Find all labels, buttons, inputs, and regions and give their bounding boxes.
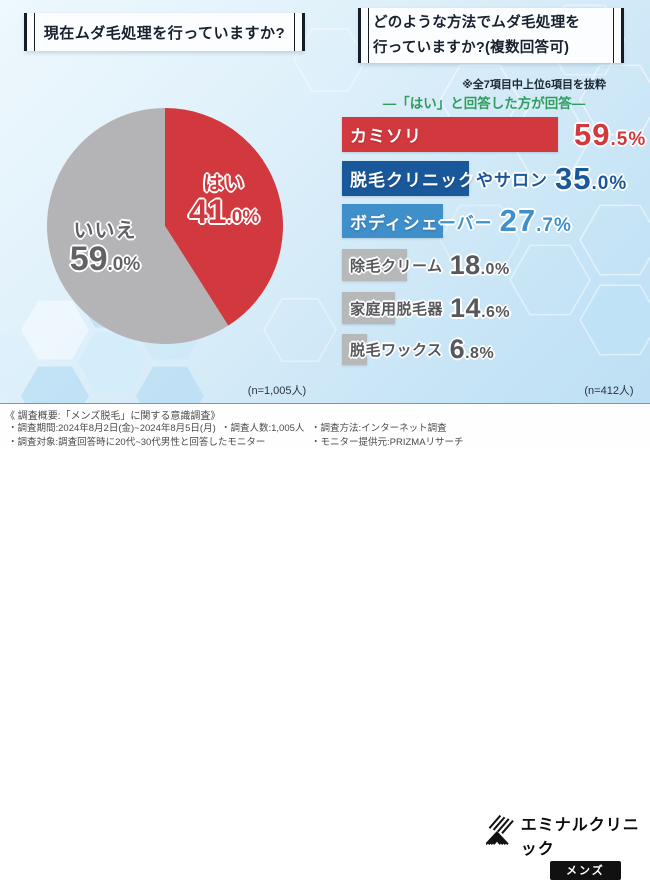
bar-fill [342,204,443,238]
bar-label-on: 脱毛クリニック [350,171,476,190]
pie-chart [46,108,283,344]
footer-monitor-provider: ・モニター提供元:PRIZMAリサーチ [311,437,464,448]
footer-heading: 《 調査概要:「メンズ脱毛」に関する意識調査》 [5,411,221,422]
bar-fill [342,117,558,152]
footer-survey-period: ・調査期間:2024年8月2日(金)~2024年8月5日(月) [8,423,216,434]
bar-label-off: 家庭用脱毛器 [350,300,444,318]
brand-logo: エミナルクリニック メンズ [486,811,650,880]
bar-row-home-device: 家庭用脱毛器 14.6% [342,292,642,324]
pie-label-yes: はい 41.0% [168,174,280,231]
bar-fill [342,334,367,365]
pie-value-yes-big: 41 [188,193,227,231]
bar-row-kamisori: カミソリ 59.5% [342,117,645,152]
bar-value: 59.5% [574,116,647,152]
question-box-right: どのような方法でムダ毛処理を 行っていますか?(複数回答可) [358,8,624,63]
bar-fill [342,292,395,324]
eminal-logo-icon [486,814,514,845]
bar-row-removal-cream: 除毛クリーム 18.0% [342,249,642,281]
bar-fill [342,161,469,196]
bar-label-off: 除毛クリーム [350,257,443,275]
bar-label-on: カミソリ [350,127,422,146]
pie-label-no: いいえ 59.0% [46,221,164,278]
pie-value-yes-small: .0% [226,207,260,228]
footer-survey-overview: 《 調査概要:「メンズ脱毛」に関する意識調査》 ・調査期間:2024年8月2日(… [0,403,650,880]
question-box-left: 現在ムダ毛処理を行っていますか? [24,13,305,51]
footer-survey-method: ・調査方法:インターネット調査 [311,423,447,434]
bar-chart: カミソリ 59.5% 脱毛クリニック やサロン 35.0% ボディシェ ーバー 27… [342,0,645,403]
sample-size-pie: (n=1,005人) [247,385,307,397]
subtitle-yes-respondents: ―「はい」と回答した方が回答― [382,96,586,111]
bar-value: 18.0% [449,249,510,280]
bar-label-off: 脱毛ワックス [350,342,443,359]
pie-value-no-small: .0% [107,254,141,275]
pie-slice-yes [165,108,283,326]
bar-row-wax: 脱毛ワックス 6.8% [342,334,642,365]
footer-survey-target: ・調査対象:調査回答時に20代~30代男性と回答したモニター [8,437,266,448]
note-top6: ※全7項目中上位6項目を抜粋 [462,79,606,91]
pie-slice-no [46,108,229,344]
question-right-title-line2: 行っていますか?(複数回答可) [373,39,570,56]
bar-fill [342,249,407,281]
question-left-title: 現在ムダ毛処理を行っていますか? [43,24,286,42]
bar-row-body-shaver: ボディシェ ーバー 27.7% [342,203,642,238]
bar-label-off: やサロン [476,171,548,190]
sample-size-bars: (n=412人) [584,385,634,397]
bar-value: 6.8% [449,334,495,364]
bar-value: 27.7% [499,203,572,238]
pie-value-no-big: 59 [69,240,108,278]
bar-row-clinic-salon: 脱毛クリニック やサロン 35.0% [342,161,642,196]
bar-label-on: ボディシェ [350,213,439,233]
bar-value: 14.6% [450,292,511,323]
footer-sample-size: ・調査人数:1,005人 [221,423,305,434]
brand-badge-mens: メンズ [549,861,621,880]
pie-label-yes-text: はい [203,173,245,195]
brand-name: エミナルクリニック [520,817,640,858]
bar-value: 35.0% [555,160,628,196]
pie-label-no-text: いいえ [73,220,137,242]
question-right-title-line1: どのような方法でムダ毛処理を [373,14,581,31]
bar-label-off: ーバー [438,213,493,233]
